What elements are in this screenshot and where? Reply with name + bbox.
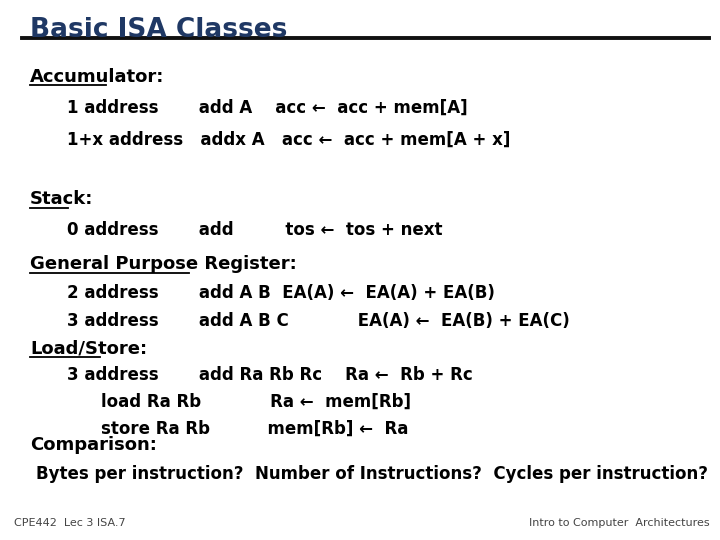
Text: store Ra Rb          mem[Rb] ←  Ra: store Ra Rb mem[Rb] ← Ra: [101, 420, 408, 438]
Text: Intro to Computer  Architectures: Intro to Computer Architectures: [528, 518, 709, 528]
Text: 1 address       add A    acc ←  acc + mem[A]: 1 address add A acc ← acc + mem[A]: [67, 98, 467, 116]
Text: 1+x address   addx A   acc ←  acc + mem[A + x]: 1+x address addx A acc ← acc + mem[A + x…: [67, 131, 510, 149]
Text: load Ra Rb            Ra ←  mem[Rb]: load Ra Rb Ra ← mem[Rb]: [101, 393, 411, 411]
Text: Stack:: Stack:: [30, 190, 94, 208]
Text: CPE442  Lec 3 ISA.7: CPE442 Lec 3 ISA.7: [14, 518, 126, 528]
Text: Basic ISA Classes: Basic ISA Classes: [30, 17, 287, 43]
Text: Load/Store:: Load/Store:: [30, 339, 148, 357]
Text: Comparison:: Comparison:: [30, 436, 157, 454]
Text: 0 address       add         tos ←  tos + next: 0 address add tos ← tos + next: [67, 221, 443, 239]
Text: Accumulator:: Accumulator:: [30, 68, 165, 85]
Text: 2 address       add A B  EA(A) ←  EA(A) + EA(B): 2 address add A B EA(A) ← EA(A) + EA(B): [67, 284, 495, 302]
Text: 3 address       add Ra Rb Rc    Ra ←  Rb + Rc: 3 address add Ra Rb Rc Ra ← Rb + Rc: [67, 366, 473, 384]
Text: General Purpose Register:: General Purpose Register:: [30, 255, 297, 273]
Text: Bytes per instruction?  Number of Instructions?  Cycles per instruction?: Bytes per instruction? Number of Instruc…: [36, 465, 708, 483]
Text: 3 address       add A B C            EA(A) ←  EA(B) + EA(C): 3 address add A B C EA(A) ← EA(B) + EA(C…: [67, 312, 570, 330]
